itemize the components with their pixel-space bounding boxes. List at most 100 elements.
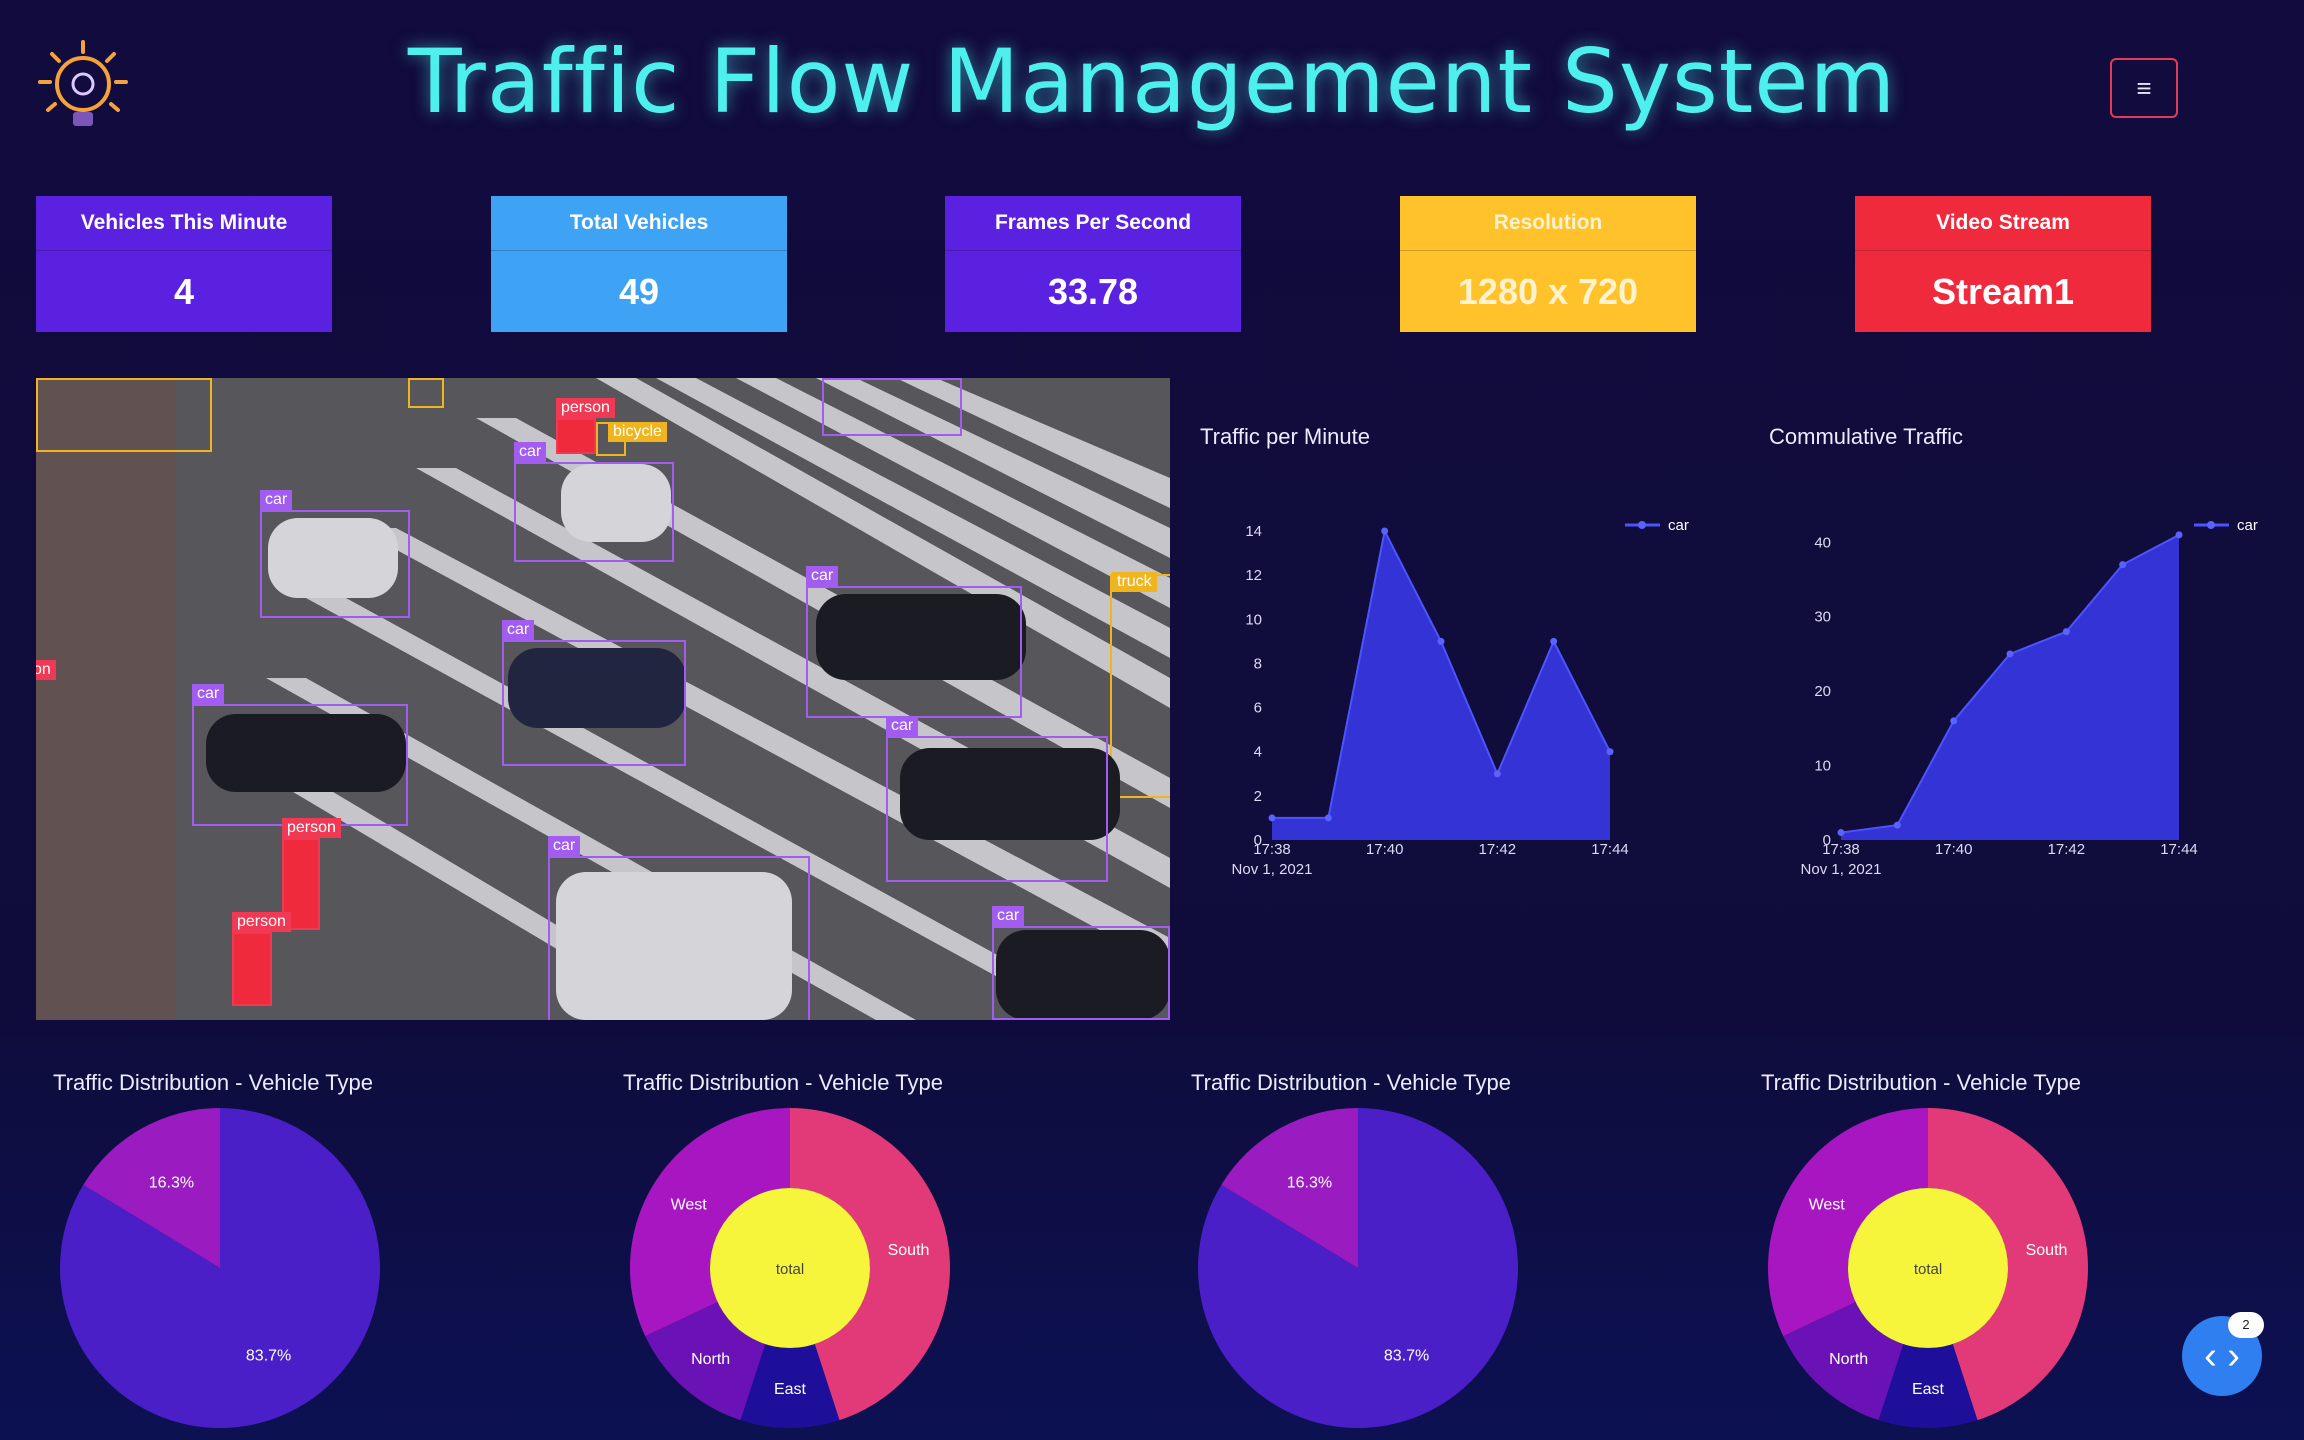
pie-chart-vehicle-type: 83.7% 16.3%: [60, 1108, 380, 1428]
y-tick-label: 30: [1814, 609, 1831, 626]
pie-slice: [740, 1344, 840, 1428]
slice-label: 16.3%: [149, 1175, 194, 1192]
slice-label: 16.3%: [1287, 1175, 1332, 1192]
data-point: [1550, 637, 1558, 645]
data-point: [1381, 527, 1389, 535]
detection-label: car: [192, 684, 225, 704]
y-tick-label: 10: [1245, 611, 1262, 628]
detection-box-car: car: [806, 566, 1022, 718]
stat-value: 49: [618, 271, 660, 312]
detection-label: on: [36, 660, 56, 680]
x-tick-label: 17:42: [1479, 841, 1517, 858]
page-title: Traffic Flow Management System: [407, 30, 1897, 133]
detection-box: [408, 378, 444, 408]
slice-label: 83.7%: [1384, 1347, 1429, 1364]
data-point: [2006, 650, 2014, 658]
data-point: [2175, 531, 2183, 539]
legend-marker: [1638, 521, 1646, 529]
pie-slice: [790, 1108, 950, 1421]
detection-label: truck: [1112, 572, 1157, 592]
vehicle: [816, 594, 1026, 680]
data-point: [1493, 770, 1501, 778]
stat-card-resolution: Resolution 1280 x 720: [1400, 196, 1696, 332]
sunburst-chart-direction: South East North West total: [630, 1108, 950, 1428]
stat-value: Stream1: [1931, 271, 2075, 312]
slice-label: North: [1829, 1351, 1868, 1368]
vehicle: [556, 872, 792, 1020]
slice-label: West: [671, 1197, 708, 1214]
stat-card-vehicles-this-minute: Vehicles This Minute 4: [36, 196, 332, 332]
chart-title-commulative-traffic: Commulative Traffic: [1769, 424, 1963, 449]
pie-slice: [630, 1108, 790, 1337]
detection-label: car: [260, 490, 293, 510]
detection-label: bicycle: [608, 422, 667, 442]
legend-label: car: [1668, 517, 1689, 534]
detection-box-car: car: [192, 684, 408, 826]
pie-title: Traffic Distribution - Vehicle Type: [53, 1070, 373, 1095]
detection-label: person: [232, 912, 291, 932]
y-tick-label: 2: [1254, 788, 1262, 805]
center-label: total: [776, 1261, 804, 1278]
pie-title: Traffic Distribution - Vehicle Type: [1191, 1070, 1511, 1095]
vehicle: [268, 518, 398, 598]
y-tick-label: 10: [1814, 758, 1831, 775]
slice-label: East: [774, 1381, 807, 1398]
stat-value: 4: [173, 271, 195, 312]
y-tick-label: 40: [1814, 534, 1831, 551]
slice-label: West: [1809, 1197, 1846, 1214]
detection-box-car: car: [514, 442, 674, 562]
pie-slice: [1221, 1108, 1358, 1268]
stat-label: Resolution: [1400, 196, 1696, 251]
area-fill: [1272, 531, 1610, 840]
pie-title: Traffic Distribution - Vehicle Type: [1761, 1070, 2081, 1095]
stat-label: Total Vehicles: [491, 196, 787, 251]
data-point: [1893, 821, 1901, 829]
vehicle: [206, 714, 406, 792]
x-tick-label: 17:40: [1935, 841, 1973, 858]
slice-label: 83.7%: [246, 1347, 291, 1364]
pie-chart-vehicle-type: 83.7% 16.3%: [1198, 1108, 1518, 1428]
pie-slice: [1783, 1302, 1904, 1421]
video-stream-frame: person bicycle car car car car truck car…: [36, 378, 1170, 1020]
stat-value: 33.78: [1047, 271, 1139, 312]
detection-label: person: [556, 398, 615, 418]
stat-label: Video Stream: [1855, 196, 2151, 251]
x-sub-label: Nov 1, 2021: [1232, 861, 1313, 878]
stat-label: Frames Per Second: [945, 196, 1241, 251]
pie-slice: [645, 1302, 766, 1421]
slice-label: South: [888, 1242, 930, 1259]
slice-label: North: [691, 1351, 730, 1368]
detection-box-person: person: [556, 398, 615, 454]
data-point: [2062, 628, 2070, 636]
detection-label: car: [806, 566, 839, 586]
detection-box-car: car: [260, 490, 410, 618]
detection-box-car: car: [886, 716, 1108, 882]
sunburst-chart-direction: South East North West total: [1768, 1108, 2088, 1428]
detection-box: [822, 378, 962, 436]
x-tick-label: 17:42: [2048, 841, 2086, 858]
center-total: [1848, 1188, 2008, 1348]
vehicle: [996, 930, 1170, 1020]
stat-value: 1280 x 720: [1457, 271, 1639, 312]
area-fill: [1841, 534, 2179, 840]
stat-card-video-stream: Video Stream Stream1: [1855, 196, 2151, 332]
data-point: [1950, 717, 1958, 725]
y-tick-label: 4: [1254, 744, 1262, 761]
data-point: [1837, 829, 1845, 837]
detection-box-car: car: [548, 836, 810, 1020]
hamburger-menu-button[interactable]: ≡: [2110, 58, 2178, 118]
lightbulb-gear-icon: [38, 40, 128, 134]
detection-box: [36, 378, 212, 452]
detection-box-bicycle: bicycle: [596, 422, 667, 456]
x-tick-label: 17:40: [1366, 841, 1404, 858]
pie-slice: [1928, 1108, 2088, 1421]
detection-box-car: car: [992, 906, 1170, 1020]
detection-box: on: [36, 660, 56, 680]
legend-marker: [2207, 521, 2215, 529]
stat-card-frames-per-second: Frames Per Second 33.78: [945, 196, 1241, 332]
slice-label: East: [1912, 1381, 1945, 1398]
detection-box-car: car: [502, 620, 686, 766]
vehicle: [508, 648, 686, 728]
pie-slice: [1878, 1344, 1978, 1428]
detection-label: car: [992, 906, 1025, 926]
